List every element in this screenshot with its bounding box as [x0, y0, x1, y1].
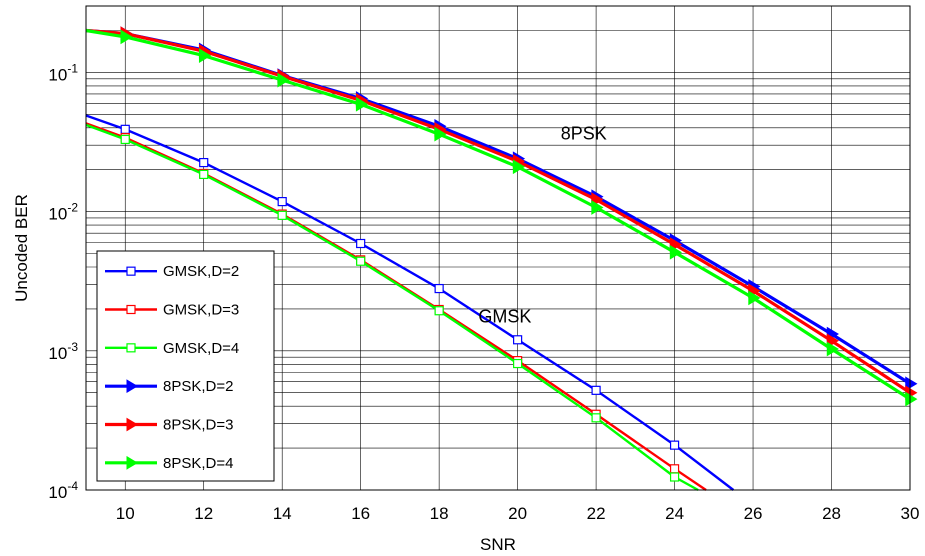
annotation-label: GMSK [478, 306, 531, 326]
legend-entry: 8PSK,D=3 [105, 417, 233, 434]
data-point [120, 29, 133, 45]
x-tick-label: 28 [822, 504, 841, 523]
annotation-label: 8PSK [561, 123, 607, 143]
data-point [199, 157, 209, 168]
series-line [85, 28, 911, 401]
legend-label: 8PSK,D=4 [163, 455, 233, 472]
axes-frame [85, 5, 911, 491]
legend-marker [126, 455, 138, 470]
series-gmsk-d-2 [85, 114, 735, 491]
data-point [198, 48, 212, 63]
x-tick-label: 26 [744, 504, 763, 523]
data-point [120, 124, 130, 134]
data-point [513, 358, 523, 369]
x-tick-label: 16 [351, 504, 370, 523]
legend-label: GMSK,D=2 [163, 263, 239, 280]
legend-marker [126, 304, 136, 315]
data-point [434, 306, 444, 316]
data-point [434, 126, 447, 142]
series-group [85, 26, 918, 492]
data-point [591, 385, 601, 395]
series-line [85, 114, 735, 491]
y-tick-label: 10-1 [48, 61, 78, 84]
data-point [591, 200, 604, 215]
series-line [85, 28, 911, 395]
legend-marker [126, 266, 136, 276]
y-tick-label: 10-4 [48, 479, 78, 502]
data-point [669, 472, 680, 482]
data-point [277, 72, 290, 88]
legend-entry: GMSK,D=4 [105, 340, 239, 357]
tick-labels: 10 12 14 16 18 20 22 24 26 28 30 10-1 10-2 10-3 10-4 [48, 61, 919, 523]
data-point [748, 290, 761, 306]
series-gmsk-d-4 [85, 123, 699, 492]
x-tick-label: 30 [901, 504, 920, 523]
x-tick-label: 18 [430, 504, 449, 523]
data-point [591, 413, 601, 423]
data-point [434, 283, 444, 294]
data-point [669, 440, 680, 450]
data-point [513, 335, 523, 345]
data-point [199, 169, 209, 180]
legend-label: GMSK,D=4 [163, 340, 239, 357]
y-axis-label: Uncoded BER [12, 194, 31, 302]
data-point [355, 96, 369, 112]
x-axis-label: SNR [480, 535, 516, 554]
data-point [669, 464, 680, 474]
x-tick-label: 14 [273, 504, 292, 523]
legend-entry: 8PSK,D=4 [105, 455, 233, 472]
legend-marker [126, 379, 138, 394]
data-point [356, 238, 366, 249]
x-tick-label: 10 [116, 504, 135, 523]
data-point [826, 341, 839, 357]
series-8psk-d-4 [85, 28, 918, 407]
x-tick-label: 20 [508, 504, 527, 523]
legend-entry: GMSK,D=3 [105, 302, 239, 319]
data-point [356, 256, 366, 266]
y-tick-label: 10-3 [48, 340, 78, 363]
plot-frame [85, 5, 911, 491]
legend-entry: 8PSK,D=2 [105, 378, 233, 395]
legend-box [96, 250, 275, 482]
legend-entry: GMSK,D=2 [105, 263, 239, 280]
data-point [669, 244, 683, 260]
legend-marker [126, 417, 138, 432]
x-tick-label: 22 [587, 504, 606, 523]
data-point [512, 159, 526, 175]
x-tick-label: 24 [665, 504, 684, 523]
data-point [120, 134, 130, 145]
data-point [277, 197, 287, 207]
data-point [277, 210, 287, 220]
legend-marker [126, 343, 136, 353]
legend-label: 8PSK,D=3 [163, 417, 233, 434]
x-tick-label: 12 [194, 504, 213, 523]
y-tick-label: 10-2 [48, 201, 78, 224]
legend: GMSK,D=2 GMSK,D=3 GMSK,D=4 8PSK,D=2 8PSK,D=3… [96, 250, 275, 482]
legend-label: 8PSK,D=2 [163, 378, 233, 395]
data-point [905, 376, 918, 392]
legend-label: GMSK,D=3 [163, 302, 239, 319]
annotations: 8PSK GMSK [478, 123, 606, 326]
data-point [905, 391, 918, 407]
series-line [85, 123, 699, 492]
